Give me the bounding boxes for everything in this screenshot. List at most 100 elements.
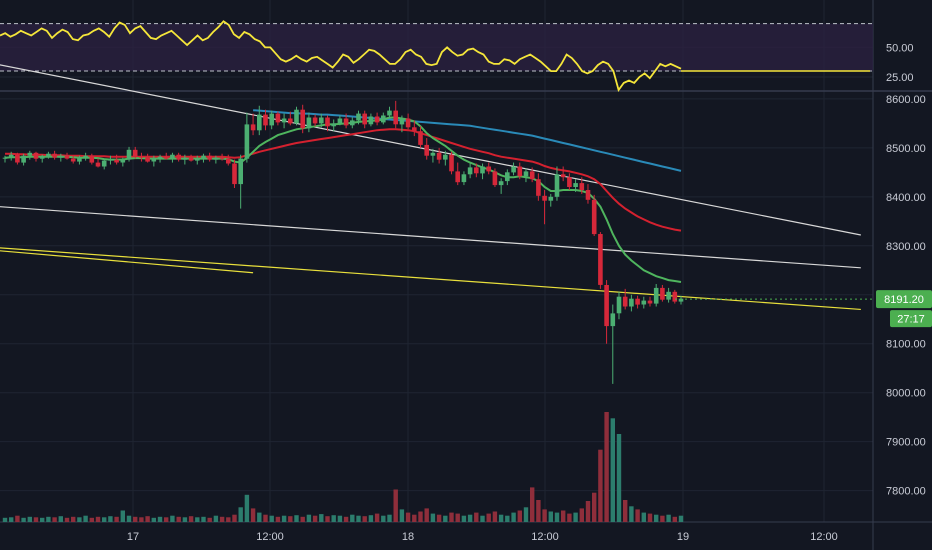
candle-body <box>461 174 467 183</box>
candle-body <box>195 158 200 161</box>
volume-bar <box>213 515 219 522</box>
volume-bar <box>498 514 504 522</box>
candle <box>579 177 585 194</box>
candle-body <box>269 113 274 126</box>
candle-body <box>399 118 405 125</box>
candle <box>89 153 95 165</box>
volume-bar <box>567 513 572 522</box>
candle <box>319 113 324 128</box>
candle <box>83 152 88 161</box>
candle-body <box>467 167 473 175</box>
candle <box>294 106 299 126</box>
candle <box>70 155 76 164</box>
trendline <box>0 64 861 236</box>
volume-bar <box>461 515 467 522</box>
candle <box>219 153 225 161</box>
candle <box>337 115 343 126</box>
candle <box>622 288 628 310</box>
volume-bar <box>126 515 132 522</box>
candle <box>257 105 262 136</box>
candle <box>455 162 460 186</box>
candle-body <box>52 153 57 158</box>
candle-body <box>604 285 609 327</box>
volume-bar <box>356 515 361 522</box>
candle-body <box>145 157 150 162</box>
candle <box>101 158 107 170</box>
price-axis-label: 8300.00 <box>886 241 926 253</box>
candle <box>306 112 312 133</box>
price-axis-label: 8600.00 <box>886 94 926 106</box>
volume-bar <box>226 517 231 522</box>
volume-bar <box>331 515 336 522</box>
candle <box>498 178 504 194</box>
candle-body <box>182 157 188 160</box>
candle <box>151 155 157 167</box>
time-axis-label: 12:00 <box>256 531 284 543</box>
volume-bar <box>108 516 113 522</box>
candle-body <box>27 152 33 156</box>
candle-body <box>89 155 95 163</box>
candle <box>232 159 237 189</box>
candle-body <box>250 124 256 131</box>
volume-bar <box>269 515 274 522</box>
candle-body <box>573 183 578 187</box>
candle-body <box>108 159 113 161</box>
price-axis-label: 8400.00 <box>886 192 926 204</box>
volume-bar <box>604 412 609 522</box>
volume-bar <box>232 514 237 522</box>
candle-body <box>356 113 361 121</box>
candle-body <box>64 155 70 159</box>
candle <box>480 163 485 180</box>
volume-bar <box>530 487 535 522</box>
candle-body <box>517 166 523 177</box>
candle-body <box>455 171 460 183</box>
candle <box>207 152 212 162</box>
volume-bar <box>492 511 498 522</box>
volume-bar <box>666 514 671 522</box>
candle <box>486 162 491 175</box>
volume-bar <box>585 501 591 522</box>
candle <box>666 287 671 303</box>
candle-body <box>511 166 516 173</box>
volume-bar <box>188 516 194 522</box>
candle-body <box>579 183 585 190</box>
candle-body <box>492 171 498 186</box>
candle <box>77 155 82 165</box>
candle-body <box>554 174 560 197</box>
candle <box>275 111 281 126</box>
volume-bar <box>467 514 473 522</box>
candle <box>542 189 547 225</box>
candle <box>126 146 132 162</box>
candle <box>170 152 175 163</box>
volume-bar <box>176 516 181 522</box>
volume-bar <box>536 500 541 522</box>
candle <box>21 153 26 166</box>
candle-body <box>381 115 386 123</box>
candle <box>567 173 572 190</box>
volume-bar <box>46 516 51 522</box>
volume-bar <box>641 512 646 522</box>
candle <box>33 151 39 162</box>
candle <box>58 153 64 162</box>
volume-bar <box>436 514 442 522</box>
candle <box>176 152 181 162</box>
volume-bar <box>424 508 429 522</box>
candle-body <box>319 117 324 124</box>
candle <box>145 153 150 163</box>
volume-bar <box>95 516 101 522</box>
candle <box>188 154 194 162</box>
candle-body <box>219 157 225 159</box>
candle <box>449 151 454 175</box>
candle <box>15 152 20 165</box>
volume-bar <box>281 515 287 522</box>
candle-body <box>306 117 312 129</box>
candle <box>412 120 417 137</box>
candle-body <box>120 159 126 163</box>
trendline <box>0 250 254 274</box>
volume-bar <box>71 516 76 522</box>
candle-body <box>337 118 343 124</box>
candle <box>505 169 510 186</box>
candle <box>95 158 101 168</box>
volume-bar <box>368 515 374 522</box>
volume-bar <box>157 516 163 522</box>
